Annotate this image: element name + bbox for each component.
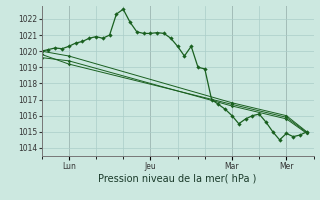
X-axis label: Pression niveau de la mer( hPa ): Pression niveau de la mer( hPa ) bbox=[99, 173, 257, 183]
